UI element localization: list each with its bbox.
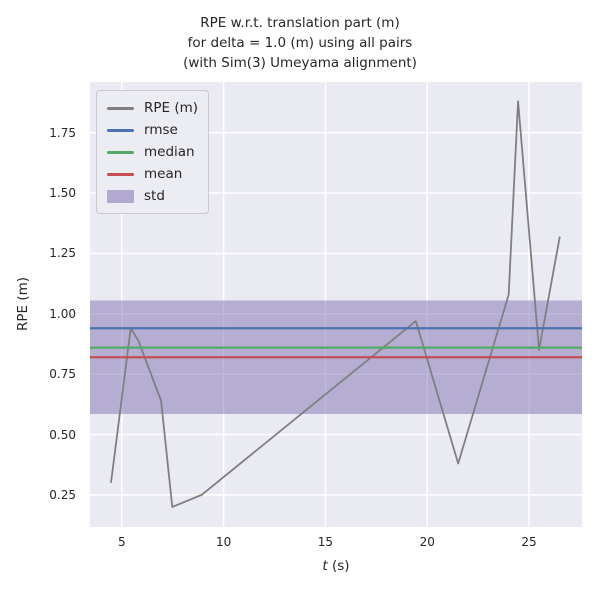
x-axis-label-unit: (s)	[327, 558, 350, 574]
x-tick-label: 5	[117, 535, 126, 549]
y-tick-label: 1.25	[49, 246, 76, 261]
legend-item-rpe-m: RPE (m)	[107, 97, 198, 119]
y-tick-label: 0.50	[49, 427, 76, 442]
chart-title: RPE w.r.t. translation part (m) for delt…	[0, 13, 600, 73]
legend-label: std	[144, 188, 165, 204]
legend: RPE (m) rmse median mean std	[96, 90, 210, 214]
title-line-2: for delta = 1.0 (m) using all pairs	[187, 35, 413, 51]
x-tick-label: 20	[419, 535, 435, 549]
legend-label: RPE (m)	[144, 100, 199, 116]
title-line-3: (with Sim(3) Umeyama alignment)	[183, 55, 417, 71]
y-tick-label: 1.50	[49, 186, 76, 201]
x-axis-label: t (s)	[90, 558, 582, 574]
x-axis-label-symbol: t	[322, 558, 328, 574]
legend-swatch-median	[107, 150, 134, 154]
y-axis-label: RPE (m)	[15, 276, 31, 332]
legend-item-rmse: rmse	[107, 119, 198, 141]
title-line-1: RPE w.r.t. translation part (m)	[200, 15, 400, 31]
legend-swatch-mean	[107, 172, 134, 176]
legend-label: mean	[144, 166, 183, 182]
y-tick-label: 1.75	[49, 125, 76, 140]
y-tick-label: 1.00	[49, 306, 76, 321]
legend-swatch-rpe-m	[107, 106, 134, 110]
legend-item-mean: mean	[107, 163, 198, 185]
x-tick-label: 15	[317, 535, 334, 549]
x-tick-label: 10	[215, 535, 232, 549]
legend-swatch-rmse	[107, 128, 134, 132]
y-tick-label: 0.25	[49, 487, 76, 502]
x-tick-label: 25	[521, 535, 537, 549]
rpe-line	[110, 100, 561, 508]
legend-item-std: std	[107, 185, 198, 207]
legend-label: median	[144, 144, 195, 160]
legend-swatch-std	[107, 189, 134, 203]
y-tick-label: 0.75	[49, 367, 76, 382]
legend-item-median: median	[107, 141, 198, 163]
legend-label: rmse	[144, 122, 178, 138]
